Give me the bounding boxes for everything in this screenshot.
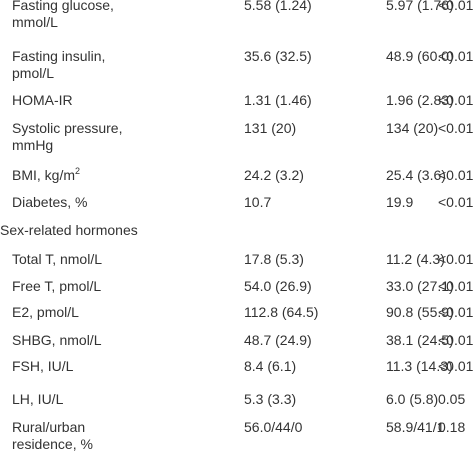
cell: 134 (20)	[386, 120, 439, 136]
label-line: Rural/urban	[12, 419, 86, 435]
cell: <0.01	[438, 92, 474, 108]
label-line: mmHg	[12, 137, 54, 153]
cell: <0.01	[438, 0, 474, 13]
row-label: BMI, kg/m2	[12, 167, 80, 184]
cell: <0.01	[438, 120, 474, 136]
cell: 58.9/41/1	[386, 419, 445, 435]
cell: 1.96 (2.83)	[386, 92, 454, 108]
cell: 33.0 (27.1)	[386, 278, 454, 294]
cell: 90.8 (55.9)	[386, 304, 454, 320]
row-label: Diabetes, %	[12, 194, 87, 211]
cell: 5.97 (1.76)	[386, 0, 454, 13]
cell: 131 (20)	[244, 120, 297, 136]
row-label: E2, pmol/L	[12, 304, 79, 321]
cell: 19.9	[386, 194, 414, 210]
cell: 48.7 (24.9)	[244, 332, 312, 348]
row-label: Total T, nmol/L	[12, 251, 102, 268]
cell: <0.01	[438, 358, 474, 374]
cell: <0.01	[438, 278, 474, 294]
cell: 8.4 (6.1)	[244, 358, 297, 374]
cell: 0.18	[438, 419, 466, 435]
cell: 17.8 (5.3)	[244, 251, 304, 267]
row-label: Rural/urban residence, %	[12, 419, 93, 453]
cell: 1.31 (1.46)	[244, 92, 312, 108]
cell: 38.1 (24.5)	[386, 332, 454, 348]
label-line: pmol/L	[12, 65, 55, 81]
cell: <0.01	[438, 48, 474, 64]
cell: 54.0 (26.9)	[244, 278, 312, 294]
label-line: SHBG, nmol/L	[12, 332, 102, 348]
cell: 25.4 (3.6)	[386, 167, 446, 183]
cell: 35.6 (32.5)	[244, 48, 312, 64]
cell: <0.01	[438, 304, 474, 320]
label-line: mmol/L	[12, 14, 58, 30]
cell: 5.58 (1.24)	[244, 0, 312, 13]
label-line: Systolic pressure,	[12, 120, 123, 136]
cell: 11.2 (4.3)	[386, 251, 445, 267]
row-label: Fasting glucose, mmol/L	[12, 0, 114, 31]
cell: <0.01	[438, 251, 474, 267]
cell: 11.3 (14.3)	[386, 358, 453, 374]
label-line: Fasting insulin,	[12, 48, 106, 64]
label-line: E2, pmol/L	[12, 304, 79, 320]
label-line: Fasting glucose,	[12, 0, 114, 13]
cell: 6.0 (5.8)	[386, 391, 439, 407]
row-label: Free T, pmol/L	[12, 278, 101, 295]
row-label: Systolic pressure, mmHg	[12, 120, 122, 154]
label-line: residence, %	[12, 436, 93, 452]
row-label: LH, IU/L	[12, 391, 63, 408]
label-line: FSH, IU/L	[12, 358, 74, 374]
cell: 24.2 (3.2)	[244, 167, 304, 183]
cell: 5.3 (3.3)	[244, 391, 297, 407]
section-header: Sex-related hormones	[0, 222, 138, 238]
label-line: Diabetes, %	[12, 194, 88, 210]
cell: <0.01	[438, 332, 474, 348]
superscript: 2	[75, 166, 81, 176]
row-label: HOMA-IR	[12, 92, 73, 109]
label-line: Total T, nmol/L	[12, 251, 103, 267]
label-line: HOMA-IR	[12, 92, 73, 108]
cell: 0.05	[438, 391, 466, 407]
label-line: BMI, kg/m2	[12, 166, 81, 184]
cell: 56.0/44/0	[244, 419, 303, 435]
row-label: Fasting insulin, pmol/L	[12, 48, 105, 82]
row-label: SHBG, nmol/L	[12, 332, 101, 349]
row-label: FSH, IU/L	[12, 358, 73, 375]
cell: 48.9 (60.0)	[386, 48, 454, 64]
cell: 112.8 (64.5)	[244, 304, 319, 320]
cell: 10.7	[244, 194, 272, 210]
cell: <0.01	[438, 194, 474, 210]
label-line: LH, IU/L	[12, 391, 64, 407]
cell: <0.01	[438, 167, 474, 183]
label-line: Free T, pmol/L	[12, 278, 102, 294]
